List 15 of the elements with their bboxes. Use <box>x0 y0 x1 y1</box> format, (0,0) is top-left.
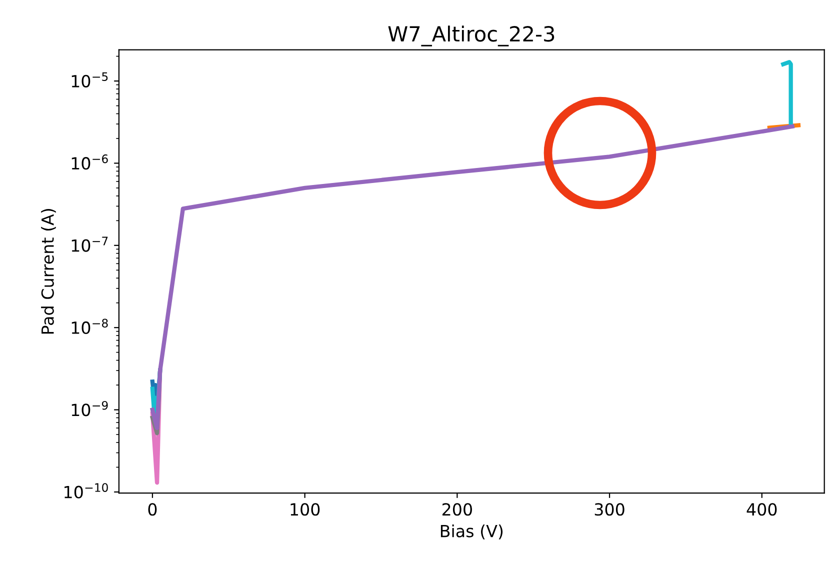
x-tick-label: 100 <box>290 503 320 516</box>
y-tick-label: 10$^{−7}$ <box>72 236 108 252</box>
line-series <box>150 124 794 430</box>
y-tick-label: 10$^{−10}$ <box>64 483 108 498</box>
y-axis-title: Pad Current (A) <box>41 209 56 334</box>
y-tick-label: 10$^{−9}$ <box>72 400 108 416</box>
chart-title: W7_Altiroc_22-3 <box>388 26 554 46</box>
x-tick-label: 400 <box>746 503 777 516</box>
y-tick-label: 10$^{−6}$ <box>72 154 108 170</box>
x-axis-title: Bias (V) <box>440 524 503 540</box>
y-tick-label: 10$^{−5}$ <box>72 72 108 88</box>
x-tick-label: 300 <box>594 503 624 516</box>
x-tick-label: 0 <box>148 503 157 516</box>
x-tick-label: 200 <box>442 503 472 516</box>
y-tick-label: 10$^{−8}$ <box>72 318 108 334</box>
